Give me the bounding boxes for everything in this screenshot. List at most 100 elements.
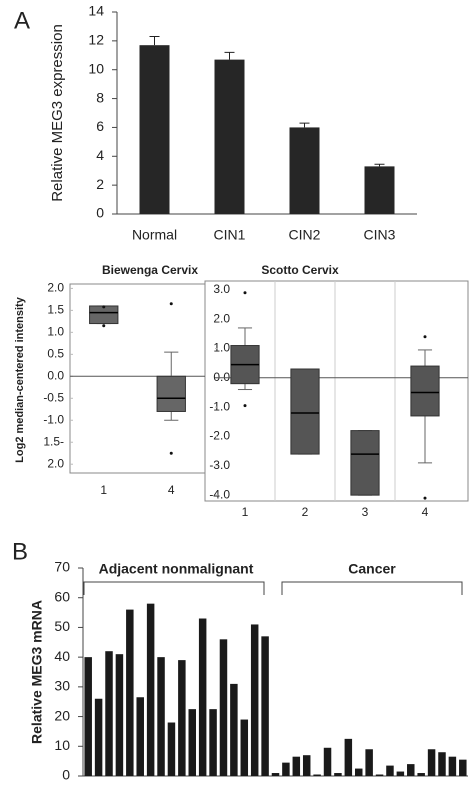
box — [156, 375, 186, 412]
bracket — [281, 581, 463, 595]
y-tick-label: 2.0 — [213, 311, 230, 325]
y-tick-label: 6 — [96, 118, 104, 134]
bar — [282, 762, 290, 776]
outlier — [423, 335, 427, 339]
panel-label: B — [12, 538, 28, 565]
bar — [219, 639, 228, 776]
bar — [188, 709, 197, 776]
annotation: Adjacent nonmalignant — [99, 561, 254, 577]
chart-title: Scotto Cervix — [261, 263, 339, 277]
y-tick-label: -1.0 — [209, 399, 230, 413]
bar — [438, 752, 446, 776]
box — [410, 365, 440, 417]
y-tick-label: 10 — [54, 737, 70, 753]
y-tick-label: -0.5 — [43, 390, 64, 404]
outlier — [423, 496, 427, 500]
bar — [240, 719, 249, 776]
bar — [448, 756, 457, 776]
y-axis-label: Log2 median-centered intensity — [14, 296, 26, 463]
error-bar — [299, 122, 310, 128]
x-tick-label: Normal — [132, 227, 177, 243]
bar — [105, 651, 113, 776]
bar — [459, 759, 467, 776]
bar — [250, 624, 259, 776]
bar — [167, 722, 176, 776]
bar — [261, 636, 269, 776]
y-tick-label: 50 — [54, 618, 70, 634]
bar — [354, 768, 363, 776]
y-tick-label: 1.5- — [43, 434, 64, 448]
bar — [178, 660, 186, 776]
outlier — [102, 305, 106, 309]
x-tick-label: 1 — [100, 483, 107, 497]
y-tick-label: 14 — [88, 3, 104, 19]
bar — [157, 657, 165, 776]
bar — [214, 59, 245, 214]
annotation: Cancer — [348, 561, 396, 577]
y-tick-label: 3.0 — [213, 282, 230, 296]
bar — [386, 765, 394, 776]
bar — [289, 127, 320, 214]
bar — [146, 603, 155, 776]
outlier — [243, 291, 247, 295]
y-tick-label: -4.0 — [209, 487, 230, 501]
bar — [230, 683, 238, 776]
bar — [126, 609, 134, 776]
outlier — [243, 404, 247, 408]
y-tick-label: -2.0 — [209, 429, 230, 443]
bar — [271, 773, 280, 776]
bar — [115, 654, 124, 776]
x-tick-label: 2 — [302, 505, 309, 519]
bar — [198, 618, 207, 776]
x-tick-label: CIN1 — [214, 227, 246, 243]
bar — [323, 747, 332, 776]
x-tick-label: 1 — [242, 505, 249, 519]
x-tick-label: CIN2 — [289, 227, 321, 243]
bar — [209, 709, 217, 776]
bar — [396, 771, 405, 776]
y-tick-label: 0 — [96, 205, 104, 221]
x-tick-label: 3 — [362, 505, 369, 519]
x-tick-label: 4 — [422, 505, 429, 519]
y-tick-label: 0.0 — [47, 368, 64, 382]
outlier — [102, 324, 106, 328]
bar — [136, 697, 144, 776]
box — [290, 368, 320, 455]
bar — [334, 773, 342, 776]
bracket — [83, 581, 265, 595]
y-tick-label: 60 — [54, 588, 70, 604]
bar — [364, 166, 395, 214]
box — [350, 430, 380, 496]
y-tick-label: 2 — [96, 176, 104, 192]
bar — [94, 698, 103, 776]
y-tick-label: 8 — [96, 89, 104, 105]
bar — [84, 657, 92, 776]
bar — [313, 774, 321, 776]
bar — [302, 755, 311, 776]
bar — [427, 749, 436, 776]
error-bar — [374, 163, 385, 167]
y-tick-label: 1.0 — [47, 325, 64, 339]
y-tick-label: 30 — [54, 678, 70, 694]
y-tick-label: -1.0 — [43, 412, 64, 426]
y-axis-label: Relative MEG3 mRNA — [29, 600, 45, 744]
bar — [139, 45, 170, 214]
panel-label: A — [14, 7, 30, 34]
y-tick-label: 1.5 — [47, 303, 64, 317]
y-tick-label: -3.0 — [209, 458, 230, 472]
y-tick-label: 2.0 — [47, 281, 64, 295]
error-bar — [149, 36, 160, 46]
y-tick-label: 70 — [54, 559, 70, 575]
y-tick-label: 0.5 — [47, 346, 64, 360]
y-tick-label: 20 — [54, 707, 70, 723]
y-tick-label: 2.0 — [47, 456, 64, 470]
y-tick-label: 10 — [88, 60, 104, 76]
y-tick-label: 1.0 — [213, 341, 230, 355]
y-tick-label: 0 — [62, 767, 70, 783]
outlier — [169, 302, 173, 306]
bar — [292, 756, 301, 776]
x-tick-label: CIN3 — [364, 227, 396, 243]
y-tick-label: 4 — [96, 147, 104, 163]
bar — [365, 749, 373, 776]
